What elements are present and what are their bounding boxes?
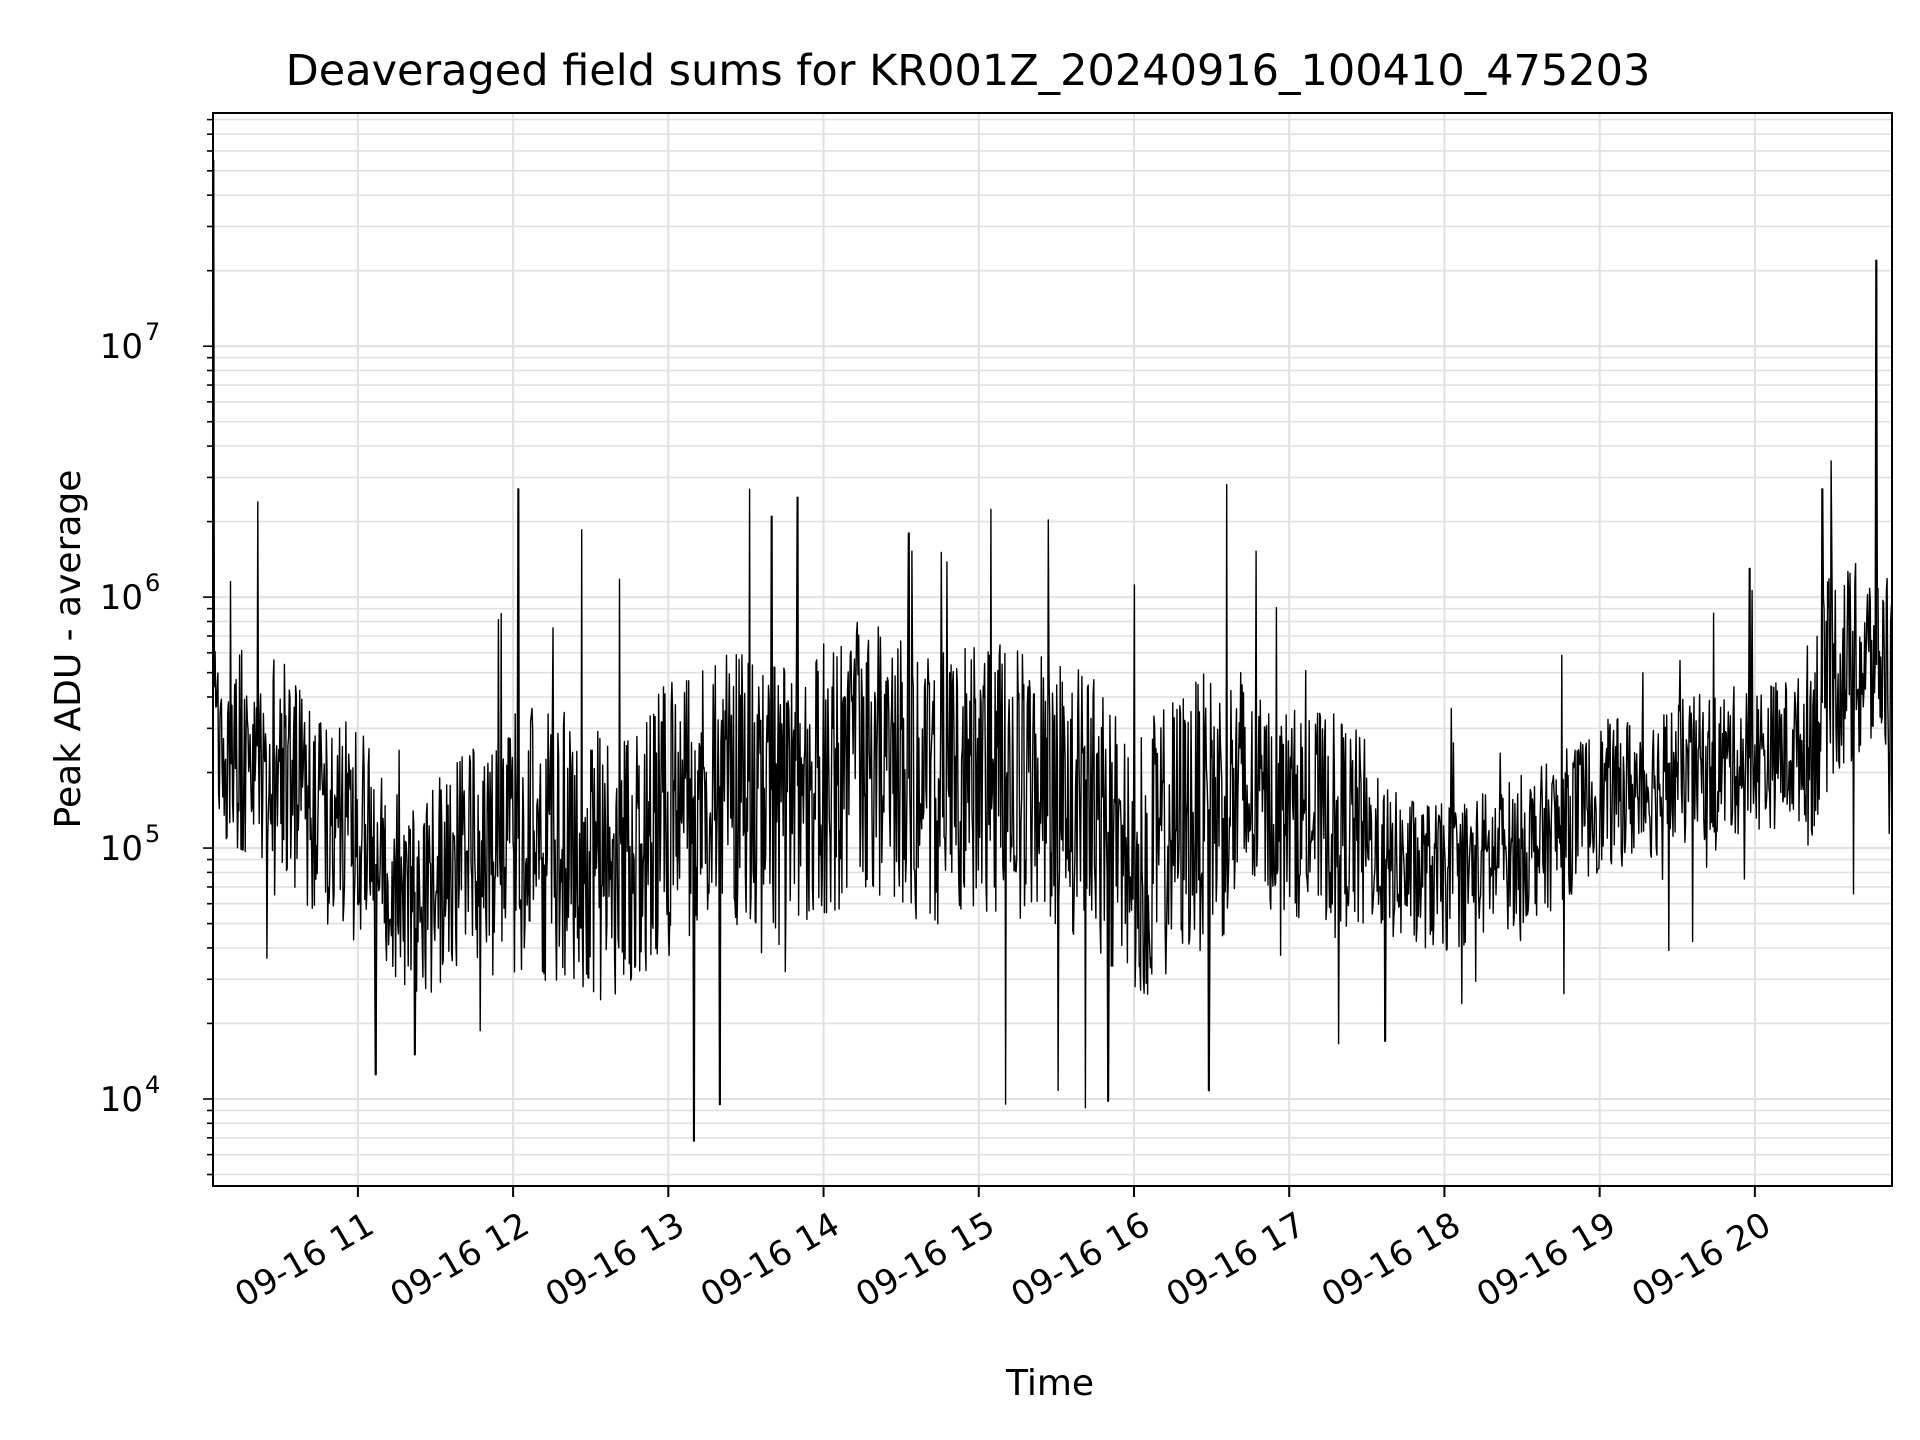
x-tick-label: 09-16 20: [1625, 1205, 1777, 1316]
y-tick-exponent: 4: [145, 1071, 160, 1099]
chart-title: Deaveraged field sums for KR001Z_2024091…: [286, 46, 1651, 96]
y-tick-label: 10: [100, 829, 143, 869]
y-tick-label: 10: [100, 578, 143, 618]
x-tick-label: 09-16 12: [384, 1205, 536, 1316]
series-line: [213, 159, 1893, 1142]
x-axis-label: Time: [1005, 1363, 1094, 1404]
y-tick-exponent: 5: [145, 820, 160, 848]
x-ticks: 09-16 11 09-16 12 09-16 13 09-16 14 09-16 15…: [228, 1186, 1778, 1316]
x-tick-label: 09-16 17: [1160, 1205, 1312, 1316]
x-tick-label: 09-16 18: [1315, 1205, 1467, 1316]
x-tick-label: 09-16 14: [694, 1205, 846, 1316]
x-tick-label: 09-16 16: [1004, 1205, 1156, 1316]
y-tick-exponent: 6: [145, 569, 160, 597]
y-axis-label: Peak ADU - average: [48, 470, 89, 829]
x-tick-label: 09-16 15: [849, 1205, 1001, 1316]
x-tick-label: 09-16 11: [228, 1205, 380, 1316]
series: [212, 159, 1893, 1142]
y-tick-exponent: 7: [145, 318, 160, 346]
grid: [213, 113, 1892, 1186]
x-tick-label: 09-16 19: [1470, 1205, 1622, 1316]
y-tick-label: 10: [100, 1080, 143, 1120]
y-tick-label: 10: [100, 327, 143, 367]
plot-frame: [212, 112, 1893, 1187]
x-tick-label: 09-16 13: [539, 1205, 691, 1316]
